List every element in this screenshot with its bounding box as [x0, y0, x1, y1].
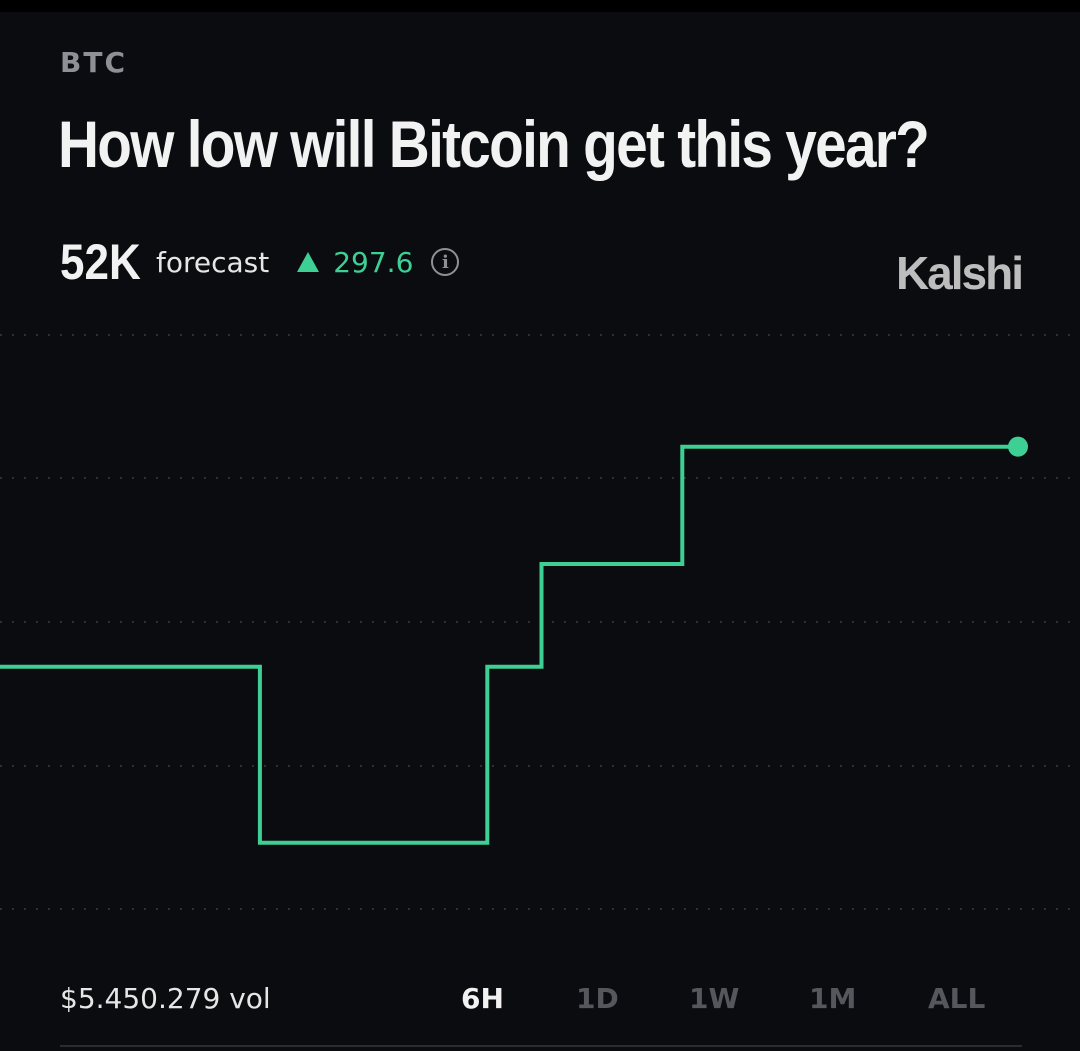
current-value-dot [1008, 436, 1028, 457]
forecast-line [0, 444, 1018, 845]
triangle-up-icon [297, 252, 320, 272]
info-icon[interactable]: i [431, 248, 460, 276]
forecast-value: 52K [60, 234, 141, 290]
time-range-tabs: 6H 1D 1W 1M ALL [0, 982, 1080, 1022]
range-tab-1d[interactable]: 1D [576, 982, 619, 1015]
status-bar [0, 0, 1080, 12]
range-tab-6h[interactable]: 6H [461, 982, 504, 1015]
range-tab-1w[interactable]: 1W [689, 982, 740, 1015]
range-tab-all[interactable]: ALL [928, 982, 986, 1015]
divider [60, 1045, 1022, 1047]
forecast-label: forecast [156, 245, 270, 279]
kalshi-logo: Kalshi [895, 247, 1024, 299]
range-tab-1m[interactable]: 1M [809, 982, 857, 1015]
ticker-label: BTC [60, 46, 127, 79]
chart-footer: $5.450.279 vol 6H 1D 1W 1M ALL [0, 970, 1080, 1047]
forecast-change: 297.6 [333, 245, 414, 279]
volume-label: $5.450.279 vol [60, 982, 271, 1015]
market-title: How low will Bitcoin get this year? [58, 107, 930, 181]
forecast-chart [0, 334, 1080, 910]
forecast-row: 52K forecast 297.6 i [60, 232, 460, 292]
